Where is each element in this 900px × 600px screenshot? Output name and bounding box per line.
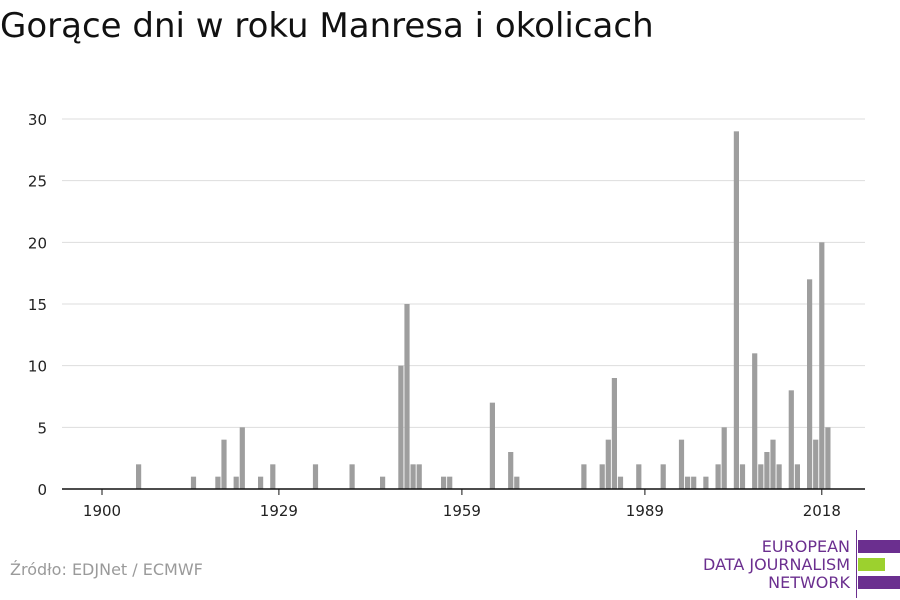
x-tick-label: 1989 <box>626 502 664 520</box>
bar-1957 <box>447 476 453 489</box>
y-tick-label: 0 <box>37 481 47 499</box>
logo-bar-bottom <box>858 576 900 589</box>
chart-title: Gorące dni w roku Manresa i okolicach <box>0 6 654 46</box>
bar-1952 <box>416 464 422 489</box>
bar-1941 <box>349 464 355 489</box>
y-tick-label: 5 <box>37 419 47 437</box>
bar-1926 <box>258 476 264 489</box>
bar-2001 <box>715 464 721 489</box>
x-tick-label: 1900 <box>83 502 121 520</box>
bar-2002 <box>721 427 727 489</box>
bar-2009 <box>764 452 770 489</box>
bar-2005 <box>739 464 746 489</box>
bar-1979 <box>581 464 587 489</box>
x-tick-label: 2018 <box>803 502 841 520</box>
bar-1983 <box>605 439 611 489</box>
bar-1982 <box>599 464 605 489</box>
bar-1949 <box>398 365 404 489</box>
y-tick-label: 15 <box>28 296 47 314</box>
bar-1928 <box>270 464 276 489</box>
bar-2008 <box>758 464 764 489</box>
bar-1906 <box>136 464 142 489</box>
bar-1992 <box>660 464 666 489</box>
bar-2013 <box>788 390 794 489</box>
bar-2010 <box>770 439 776 489</box>
bar-2004 <box>733 131 739 490</box>
bar-2014 <box>794 464 800 489</box>
bar-2019 <box>825 427 831 489</box>
bars <box>136 131 831 490</box>
bar-2017 <box>813 439 819 489</box>
bar-1915 <box>190 476 197 489</box>
logo-bar-top <box>858 540 900 553</box>
logo-line-1: EUROPEAN <box>761 537 850 556</box>
x-tick-label: 1959 <box>443 502 481 520</box>
bar-1996 <box>685 476 691 489</box>
bar-1923 <box>239 427 245 489</box>
logo-text: EUROPEAN DATA JOURNALISM NETWORK <box>703 538 850 592</box>
bar-1999 <box>703 476 709 489</box>
bar-2018 <box>819 242 825 489</box>
x-axis: 1900 1929 1959 1989 2018 <box>62 488 865 520</box>
logo-divider <box>856 530 857 598</box>
bar-1967 <box>508 452 514 489</box>
logo-line-2: DATA JOURNALISM <box>703 555 850 574</box>
bar-1997 <box>691 476 697 489</box>
bar-1968 <box>514 476 520 489</box>
logo-line-3: NETWORK <box>768 573 850 592</box>
bar-2007 <box>752 353 758 489</box>
bar-1956 <box>441 476 447 489</box>
x-tick-label: 1929 <box>260 502 298 520</box>
logo-bar-middle <box>858 558 885 571</box>
bar-2016 <box>807 279 813 489</box>
bar-2011 <box>776 464 782 489</box>
bar-1951 <box>410 464 416 489</box>
bar-1950 <box>404 304 410 489</box>
source-note: Źródło: EDJNet / ECMWF <box>10 560 203 579</box>
bar-1985 <box>617 476 624 489</box>
y-tick-label: 30 <box>28 111 47 129</box>
bar-1988 <box>636 464 642 489</box>
bar-1922 <box>233 476 239 489</box>
bar-1935 <box>312 464 319 489</box>
y-axis-labels: 0 5 10 15 20 25 30 <box>28 111 47 499</box>
grid-lines <box>62 118 865 428</box>
bar-1995 <box>678 439 685 489</box>
edjnet-logo: EUROPEAN DATA JOURNALISM NETWORK <box>700 530 900 598</box>
bar-1984 <box>611 378 617 489</box>
y-tick-label: 20 <box>28 234 47 252</box>
bar-1920 <box>221 439 227 489</box>
bar-1964 <box>489 402 495 489</box>
bar-1946 <box>380 476 386 489</box>
bar-1919 <box>215 476 221 489</box>
y-tick-label: 10 <box>28 358 47 376</box>
y-tick-label: 25 <box>28 173 47 191</box>
